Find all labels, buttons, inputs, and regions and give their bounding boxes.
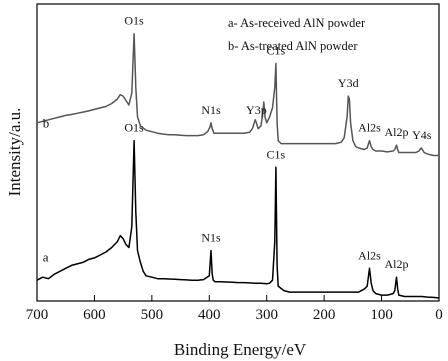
legend-entry-a: a- As-received AlN powder	[228, 16, 366, 30]
peak-label-a-o1s: O1s	[124, 121, 144, 135]
peak-label-a-c1s: C1s	[267, 147, 286, 161]
x-tick-label: 0	[435, 307, 443, 323]
legend: a- As-received AlN powder b- As-treated …	[228, 16, 366, 53]
x-tick-label: 600	[83, 307, 106, 323]
x-tick-label: 700	[26, 307, 49, 323]
peak-label-a-al2p: Al2p	[385, 257, 409, 271]
x-axis-title: Binding Energy/eV	[174, 340, 307, 359]
x-tick-label: 100	[370, 307, 393, 323]
peak-label-a-n1s: N1s	[201, 231, 221, 245]
x-tick-label: 200	[313, 307, 336, 323]
peak-label-b-al2s: Al2s	[358, 121, 381, 135]
peak-label-b-al2p: Al2p	[385, 125, 409, 139]
peak-label-b-y4s: Y4s	[412, 128, 432, 142]
x-tick-label: 300	[255, 307, 278, 323]
peak-label-b-y3p: Y3p	[246, 103, 267, 117]
peak-label-b-n1s: N1s	[201, 103, 221, 117]
peak-label-a-al2s: Al2s	[358, 248, 381, 262]
series-a-line	[36, 139, 440, 299]
peak-label-b-y3d: Y3d	[338, 76, 359, 90]
plot-layer: a O1s N1s C1s Al2s Al2p b O1s N1s Y3p C1s Y3d Al2s Al…	[36, 14, 440, 299]
peak-label-b-c1s: C1s	[267, 43, 286, 57]
legend-entry-b: b- As-treated AlN powder	[228, 39, 358, 53]
series-a-label: a	[43, 249, 49, 264]
series-b-label: b	[43, 116, 50, 131]
series-b-line	[36, 32, 439, 157]
peak-label-b-o1s: O1s	[124, 14, 144, 28]
x-axis-ticks: 700 600 500 400 300 200 100 0	[26, 295, 443, 323]
y-axis-title: Intensity/a.u.	[5, 108, 24, 197]
x-tick-label: 400	[198, 307, 221, 323]
x-tick-label: 500	[141, 307, 164, 323]
plot-frame	[36, 3, 440, 302]
